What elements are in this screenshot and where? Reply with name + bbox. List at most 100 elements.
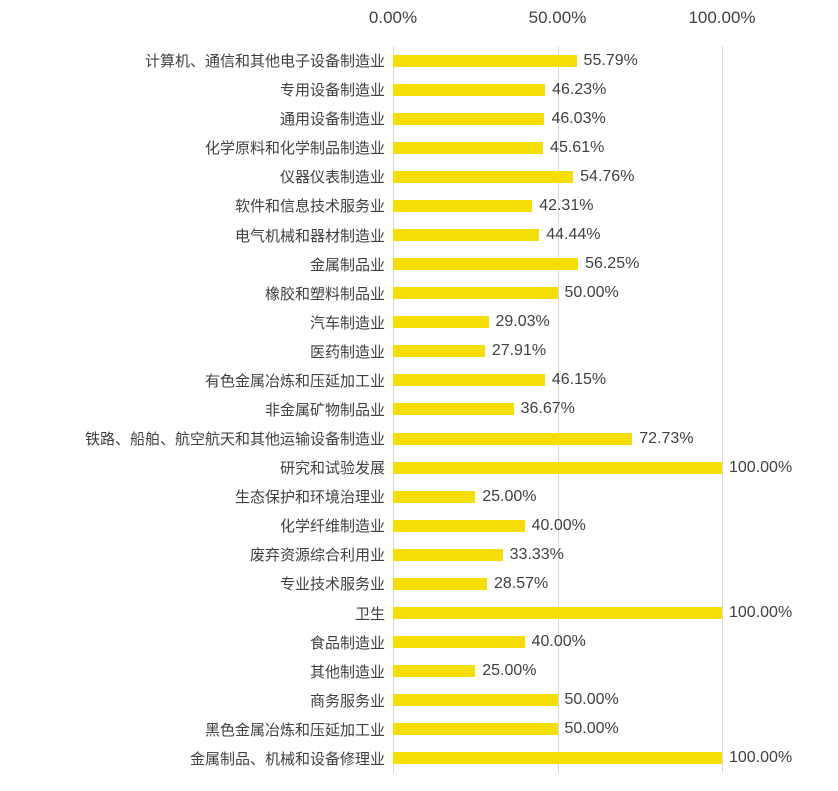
bar-row: 金属制品、机械和设备修理业 100.00%	[0, 744, 838, 773]
value-label: 44.44%	[546, 226, 601, 243]
value-label: 50.00%	[564, 720, 619, 738]
value-label: 50.00%	[564, 284, 619, 302]
value-label: 42.31%	[539, 196, 594, 214]
bar-row: 橡胶和塑料制品业 50.00%	[0, 279, 838, 308]
category-label: 电气机械和器材制造业	[234, 227, 385, 245]
category-label: 金属制品、机械和设备修理业	[189, 750, 385, 768]
category-label: 汽车制造业	[309, 314, 385, 332]
value-label: 28.57%	[493, 574, 549, 592]
bar	[393, 83, 546, 96]
bar-row: 金属制品业 56.25%	[0, 250, 838, 279]
bar	[393, 199, 533, 212]
bar	[393, 258, 579, 271]
category-label: 有色金属冶炼和压延加工业	[204, 372, 385, 390]
bar-track: 100.00%	[393, 749, 792, 767]
bar-track: 29.03%	[393, 313, 722, 331]
value-label: 54.76%	[580, 167, 635, 185]
x-axis-tick: 50.00%	[528, 8, 587, 27]
bar-row: 化学纤维制造业 40.00%	[0, 511, 838, 540]
category-label: 食品制造业	[309, 634, 385, 652]
bar-row: 专业技术服务业 28.57%	[0, 569, 838, 598]
bar-row: 铁路、船舶、航空航天和其他运输设备制造业 72.73%	[0, 424, 838, 453]
bar-row: 电气机械和器材制造业 44.44%	[0, 220, 838, 249]
bar	[393, 432, 633, 445]
category-label: 软件和信息技术服务业	[234, 198, 385, 216]
category-label: 商务服务业	[309, 692, 385, 710]
bar	[393, 577, 487, 590]
value-label: 100.00%	[729, 749, 793, 767]
bar-row: 专用设备制造业 46.23%	[0, 75, 838, 104]
value-label: 40.00%	[531, 633, 586, 651]
bar	[393, 694, 558, 707]
category-label: 专业技术服务业	[279, 576, 385, 594]
bar	[393, 548, 503, 561]
bar	[393, 345, 485, 358]
bar-row: 研究和试验发展 100.00%	[0, 453, 838, 482]
value-label: 46.15%	[551, 371, 607, 389]
bar-track: 46.03%	[393, 110, 722, 128]
bar-track: 50.00%	[393, 691, 722, 709]
bar	[393, 519, 525, 532]
value-label: 46.03%	[551, 109, 606, 127]
bar-track: 40.00%	[393, 517, 722, 535]
bar-track: 46.23%	[393, 81, 722, 99]
bar	[393, 287, 558, 300]
value-label: 36.67%	[520, 400, 575, 418]
bar-track: 55.79%	[393, 52, 722, 70]
category-label: 非金属矿物制品业	[264, 401, 385, 419]
bar-track: 50.00%	[393, 720, 722, 738]
bar-row: 卫生 100.00%	[0, 598, 838, 627]
bar-row: 有色金属冶炼和压延加工业 46.15%	[0, 366, 838, 395]
bar	[393, 607, 722, 620]
bar	[393, 665, 476, 678]
category-label: 通用设备制造业	[279, 111, 385, 129]
category-label: 生态保护和环境治理业	[234, 489, 385, 507]
category-label: 化学纤维制造业	[279, 518, 385, 536]
value-label: 29.03%	[495, 313, 550, 331]
bar	[393, 490, 476, 503]
gridline	[722, 46, 723, 773]
category-label: 专用设备制造业	[279, 82, 385, 100]
category-label: 化学原料和化学制品制造业	[204, 140, 385, 158]
bar	[393, 170, 574, 183]
category-label: 医药制造业	[309, 343, 385, 361]
bar-track: 46.15%	[393, 371, 722, 389]
category-label: 金属制品业	[309, 256, 385, 274]
bar	[393, 54, 577, 67]
bar-track: 25.00%	[393, 662, 722, 680]
value-label: 100.00%	[729, 604, 793, 622]
bar-row: 计算机、通信和其他电子设备制造业 55.79%	[0, 46, 838, 75]
x-axis-tick: 100.00%	[688, 8, 756, 27]
value-label: 40.00%	[531, 516, 586, 534]
bar-track: 44.44%	[393, 226, 722, 244]
bar	[393, 374, 545, 387]
bar-rows: 计算机、通信和其他电子设备制造业 55.79% 专用设备制造业 46.23% 通用设备制…	[0, 46, 838, 773]
bar-row: 黑色金属冶炼和压延加工业 50.00%	[0, 715, 838, 744]
value-label: 46.23%	[552, 80, 607, 98]
category-label: 橡胶和塑料制品业	[264, 285, 385, 303]
bar	[393, 316, 489, 329]
bar	[393, 403, 514, 416]
bar-track: 40.00%	[393, 633, 722, 651]
bar	[393, 723, 558, 736]
bar-track: 56.25%	[393, 255, 722, 273]
category-label: 其他制造业	[309, 663, 385, 681]
category-label: 计算机、通信和其他电子设备制造业	[144, 53, 385, 71]
value-label: 27.91%	[491, 342, 547, 360]
category-label: 黑色金属冶炼和压延加工业	[204, 721, 385, 739]
bar-track: 50.00%	[393, 284, 722, 302]
plot-area: 计算机、通信和其他电子设备制造业 55.79% 专用设备制造业 46.23% 通用设备制…	[0, 46, 838, 773]
bar-track: 25.00%	[393, 488, 722, 506]
bar-track: 28.57%	[393, 575, 722, 593]
bar-row: 其他制造业 25.00%	[0, 657, 838, 686]
bar-row: 仪器仪表制造业 54.76%	[0, 162, 838, 191]
bar-track: 36.67%	[393, 400, 722, 418]
category-label: 卫生	[354, 605, 385, 623]
bar	[393, 752, 722, 765]
bar	[393, 461, 722, 474]
bar-row: 化学原料和化学制品制造业 45.61%	[0, 133, 838, 162]
category-label: 废弃资源综合利用业	[249, 547, 385, 565]
bar-track: 100.00%	[393, 459, 792, 477]
bar-row: 医药制造业 27.91%	[0, 337, 838, 366]
